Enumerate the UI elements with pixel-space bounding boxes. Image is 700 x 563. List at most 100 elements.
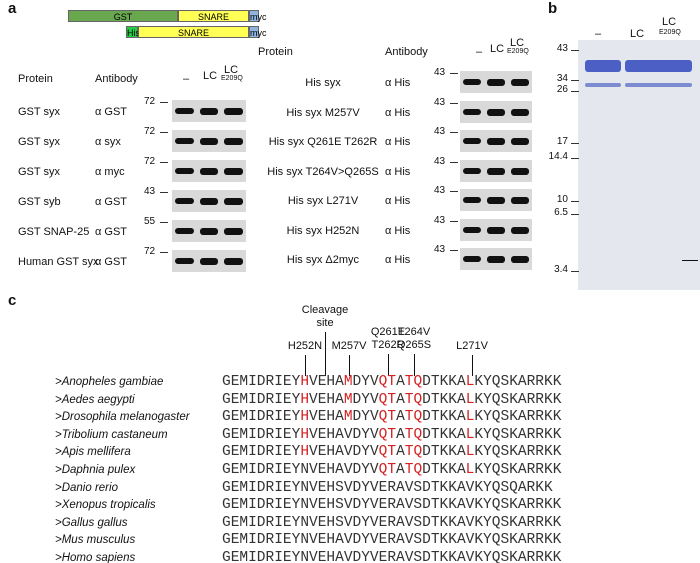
protein: GST syx: [18, 166, 60, 178]
sequence-segment: KYQSKARRKK: [474, 409, 562, 426]
sequence-segment: L: [465, 426, 475, 443]
size-marker: 6.5: [554, 207, 568, 218]
protein: His syx Δ2myc: [286, 254, 360, 266]
blot-band: [463, 167, 481, 174]
sequence-segment: H: [300, 391, 310, 408]
sequence-segment: DTKKA: [422, 444, 466, 461]
sequence-segment: TQ: [404, 426, 423, 443]
sequence-segment: M: [343, 409, 353, 426]
size-marker: 43: [434, 214, 446, 226]
mutation-label: Q265S: [396, 339, 432, 351]
blot-band: [487, 167, 505, 175]
blot-band: [511, 167, 529, 175]
sequence-segment: L: [465, 444, 475, 461]
sequence-segment: M: [343, 391, 353, 408]
marker-tick: [160, 132, 168, 133]
blot-band: [175, 228, 194, 234]
blot-band: [199, 198, 219, 205]
sequence-segment: L: [465, 391, 475, 408]
sequence-segment: A: [396, 374, 405, 390]
blot-band: [199, 258, 219, 265]
marker-tick: [450, 132, 458, 133]
lane-label: –: [595, 28, 602, 40]
arrow: [472, 355, 473, 376]
sequence: GEMIDRIEYHVEHAMDYVQTATQDTKKALKYQSKARRKK: [222, 392, 561, 408]
marker-tick: [160, 252, 168, 253]
protein: GST syx: [18, 136, 60, 148]
arrow: [325, 332, 326, 376]
lane-label: E209Q: [221, 75, 243, 82]
size-marker: 43: [434, 244, 446, 255]
blot-band: [224, 228, 243, 235]
mutation-label: site: [316, 317, 334, 329]
size-marker: 72: [144, 126, 156, 137]
size-marker: 55: [144, 216, 156, 227]
sequence-segment: DTKKA: [422, 374, 466, 390]
blot-band: [487, 138, 505, 145]
blot-band: [511, 138, 529, 145]
construct-domain: myc: [249, 26, 267, 38]
antibody: α myc: [95, 166, 125, 178]
marker-tick: [571, 143, 579, 144]
antibody: α His: [385, 165, 411, 178]
construct-domain: GST: [68, 10, 178, 22]
sequence-segment: DYV: [352, 374, 379, 390]
marker-tick: [571, 201, 579, 202]
sequence-segment: DTKKA: [422, 409, 466, 426]
mutation-label: T262R: [371, 339, 405, 351]
sequence-segment: L: [465, 374, 475, 390]
blot-band: [199, 228, 219, 235]
sequence-segment: VEHA: [309, 409, 344, 426]
antibody: α syx: [95, 136, 121, 148]
blot-band: [463, 256, 481, 262]
construct-domain: SNARE: [138, 26, 249, 38]
lane-label: E209Q: [659, 29, 681, 36]
size-marker: 26: [556, 84, 568, 95]
species: >Tribolium castaneum: [55, 428, 168, 441]
sequence: GEMIDRIEYNVEHAVDYVERAVSDTKKAVKYQSKARRKK: [222, 532, 561, 548]
antibody: α GST: [95, 256, 128, 268]
sequence-segment: L: [465, 409, 475, 426]
antibody: α His: [385, 254, 411, 266]
blot-band: [511, 108, 529, 116]
marker-tick: [160, 162, 168, 163]
marker-tick: [571, 50, 579, 51]
sequence-segment: DTKKA: [422, 426, 466, 443]
blot-band: [511, 256, 529, 263]
protein: His syx L271V: [287, 195, 359, 207]
sequence-segment: H: [300, 426, 310, 443]
blot-band: [224, 258, 243, 265]
sequence-segment: TQ: [404, 409, 423, 426]
antibody: α GST: [95, 106, 128, 118]
species: >Apis mellifera: [55, 446, 131, 459]
sequence-segment: VEHA: [309, 391, 344, 408]
sequence-segment: GEMIDRIEY: [222, 444, 301, 461]
column-header: Protein: [18, 73, 53, 85]
marker-tick: [450, 161, 458, 163]
size-marker: 34: [556, 73, 568, 84]
species: >Anopheles gambiae: [55, 376, 164, 388]
blot-band: [511, 226, 529, 234]
sequence-segment: VEHAVDYV: [309, 444, 379, 461]
blot-band: [463, 226, 481, 233]
sequence-segment: H: [300, 409, 310, 426]
blot-band: [199, 168, 219, 175]
gel: [578, 40, 700, 290]
sequence-segment: KYQSKARRKK: [474, 444, 562, 461]
lane-label: LC: [510, 37, 525, 49]
blot-band: [175, 138, 194, 144]
column-header: Protein: [258, 46, 293, 58]
sequence-segment: QT: [378, 462, 397, 478]
lane-label: LC: [490, 43, 505, 55]
mutation-label: Q261E: [370, 326, 406, 338]
antibody: α His: [385, 106, 411, 119]
blot-band: [511, 79, 529, 86]
blot-band: [463, 79, 481, 85]
antibody: α His: [385, 136, 411, 148]
sequence-segment: A: [396, 444, 405, 461]
marker-tick: [571, 80, 579, 81]
size-marker: 43: [434, 155, 446, 167]
mutation-label: H252N: [287, 340, 323, 352]
sequence-segment: TQ: [404, 462, 423, 478]
